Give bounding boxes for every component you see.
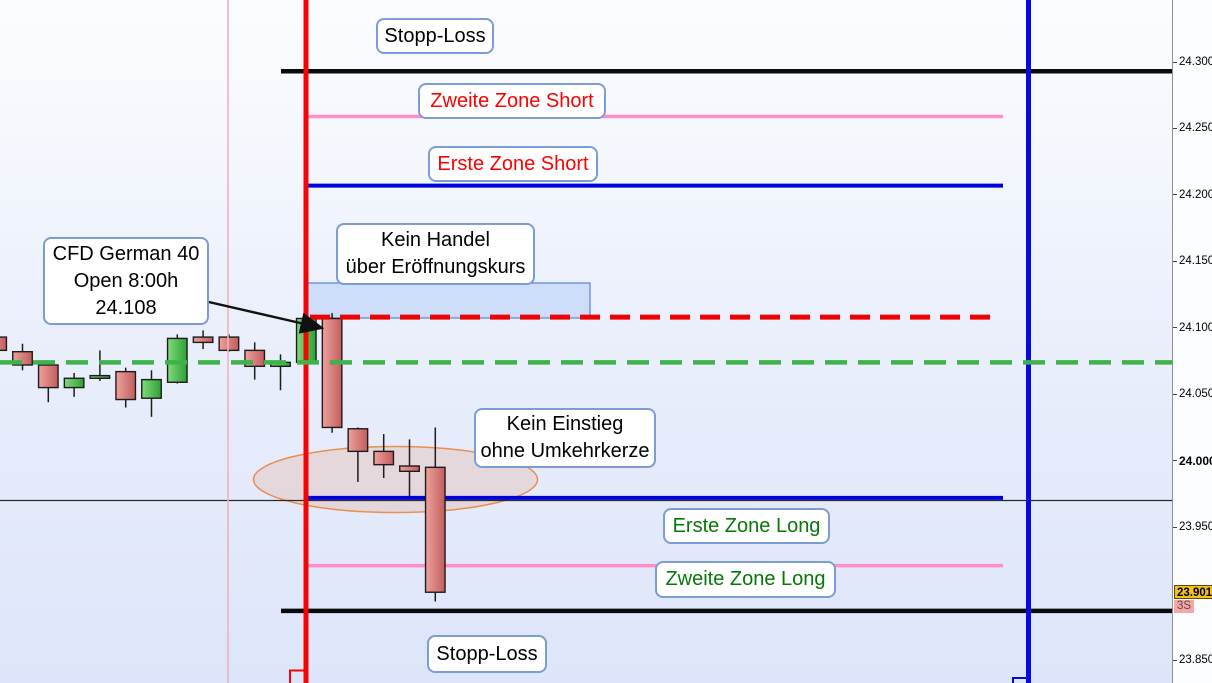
axis-badge-3s: 3S <box>1174 599 1195 613</box>
label-text: über Eröffnungskurs <box>345 256 526 278</box>
label-kein-einstieg[interactable]: Kein Einstieg ohne Umkehrkerze <box>474 408 656 468</box>
bear-candle-13 <box>321 317 343 429</box>
axis-tick: 24.200 <box>1173 188 1212 202</box>
label-stopp-loss-top[interactable]: Stopp-Loss <box>376 18 494 54</box>
label-text: Zweite Zone Short <box>430 89 594 112</box>
label-kein-handel[interactable]: Kein Handel über Eröffnungskurs <box>336 223 535 285</box>
label-erste-zone-short[interactable]: Erste Zone Short <box>428 146 598 182</box>
label-text: Zweite Zone Long <box>665 568 826 590</box>
bear-candle-16 <box>399 465 420 473</box>
bull-candle-4 <box>89 374 111 379</box>
label-cfd-open-info[interactable]: CFD German 40 Open 8:00h 24.108 <box>43 237 209 325</box>
bear-candle-17 <box>424 466 446 593</box>
label-text: Erste Zone Long <box>672 514 821 537</box>
label-text: Kein Einstieg <box>506 413 624 435</box>
end-corner-marker <box>1012 677 1029 683</box>
axis-tick: 23.850 <box>1173 653 1212 667</box>
label-text: Erste Zone Short <box>437 152 589 175</box>
bear-candle-15 <box>373 450 395 466</box>
axis-tick: 24.100 <box>1173 321 1212 335</box>
label-text: CFD German 40 <box>52 242 200 265</box>
bear-candle-0 <box>0 336 8 352</box>
axis-tick: 24.250 <box>1173 121 1212 135</box>
price-axis[interactable]: 23.901 3S 24.300 24.250 24.200 24.150 24.100… <box>1172 0 1212 683</box>
label-text: 24.108 <box>95 296 157 319</box>
bear-candle-8 <box>192 336 214 344</box>
axis-tick: 24.150 <box>1173 254 1212 268</box>
chart-svg <box>0 0 1172 683</box>
open-corner-marker <box>289 669 306 683</box>
bear-candle-9 <box>218 336 240 352</box>
current-price-label: 23.901 <box>1174 584 1212 599</box>
label-text: Open 8:00h <box>73 269 179 292</box>
axis-tick: 24.000 <box>1173 454 1212 468</box>
bull-candle-3 <box>63 377 85 389</box>
label-text: Kein Handel <box>381 229 490 251</box>
cfd-label-arrow <box>186 295 325 334</box>
axis-tick: 24.050 <box>1173 387 1212 401</box>
bear-candle-2 <box>37 364 59 389</box>
axis-tick: 23.950 <box>1173 520 1212 534</box>
axis-tick: 24.300 <box>1173 55 1212 69</box>
label-zweite-zone-short[interactable]: Zweite Zone Short <box>418 83 606 119</box>
label-zweite-zone-long[interactable]: Zweite Zone Long <box>655 561 836 598</box>
label-stopp-loss-bottom[interactable]: Stopp-Loss <box>427 635 547 673</box>
bear-candle-5 <box>115 370 137 401</box>
label-text: ohne Umkehrkerze <box>480 440 650 462</box>
label-text: Stopp-Loss <box>384 24 486 47</box>
bull-candle-6 <box>141 378 162 399</box>
bear-candle-14 <box>347 428 369 453</box>
no-trade-zone-rect <box>306 282 591 319</box>
chart-canvas[interactable]: Stopp-Loss Zweite Zone Short Erste Zone … <box>0 0 1172 683</box>
label-erste-zone-long[interactable]: Erste Zone Long <box>663 508 830 544</box>
label-text: Stopp-Loss <box>436 642 538 665</box>
